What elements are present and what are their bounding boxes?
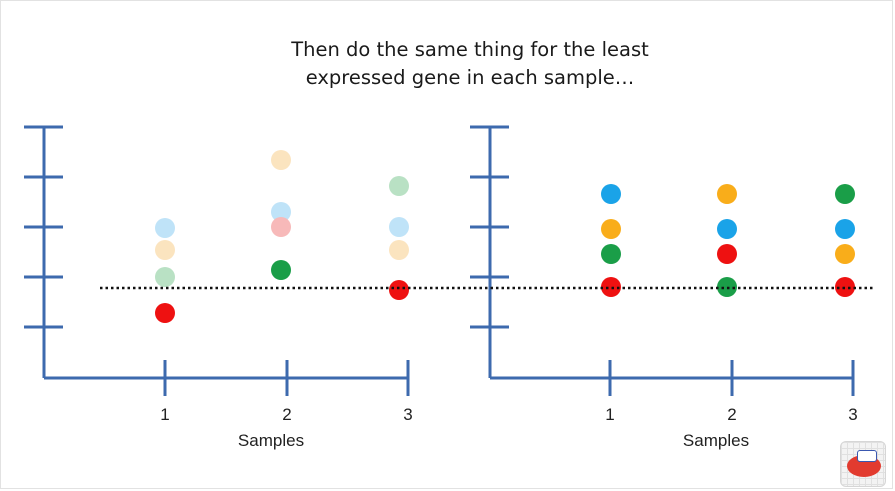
point-orange: [717, 184, 737, 204]
point-blue: [717, 219, 737, 239]
title-line-2: expressed gene in each sample…: [305, 66, 635, 89]
point-blue-faded: [155, 218, 175, 238]
right-points: [601, 184, 855, 297]
point-orange-faded: [271, 150, 291, 170]
left-x-tick-label-3: 3: [403, 405, 412, 424]
right-x-axis-label: Samples: [683, 431, 749, 450]
title-line-1: Then do the same thing for the least: [291, 38, 649, 61]
point-blue-faded: [389, 217, 409, 237]
point-blue: [601, 184, 621, 204]
statquest-logo-icon: [840, 441, 886, 487]
point-blue: [835, 219, 855, 239]
point-red-faded: [271, 217, 291, 237]
right-axes: [470, 125, 855, 396]
point-green-faded: [155, 267, 175, 287]
slide-title: Then do the same thing for the least exp…: [225, 36, 715, 92]
point-green: [271, 260, 291, 280]
right-x-tick-label-3: 3: [848, 405, 857, 424]
left-x-tick-label-2: 2: [282, 405, 291, 424]
point-orange: [601, 219, 621, 239]
right-x-tick-label-1: 1: [605, 405, 614, 424]
point-green: [601, 244, 621, 264]
point-green-faded: [389, 176, 409, 196]
point-orange-faded: [389, 240, 409, 260]
point-green: [835, 184, 855, 204]
point-blue-faded: [271, 202, 291, 222]
logo-badge: [857, 450, 877, 462]
point-red: [601, 277, 621, 297]
point-red: [155, 303, 175, 323]
left-points: [155, 150, 409, 323]
left-axes: [24, 125, 410, 396]
point-orange: [835, 244, 855, 264]
point-orange-faded: [155, 240, 175, 260]
right-x-tick-label-2: 2: [727, 405, 736, 424]
point-red: [389, 280, 409, 300]
point-red: [717, 244, 737, 264]
left-x-tick-label-1: 1: [160, 405, 169, 424]
left-x-axis-label: Samples: [238, 431, 304, 450]
